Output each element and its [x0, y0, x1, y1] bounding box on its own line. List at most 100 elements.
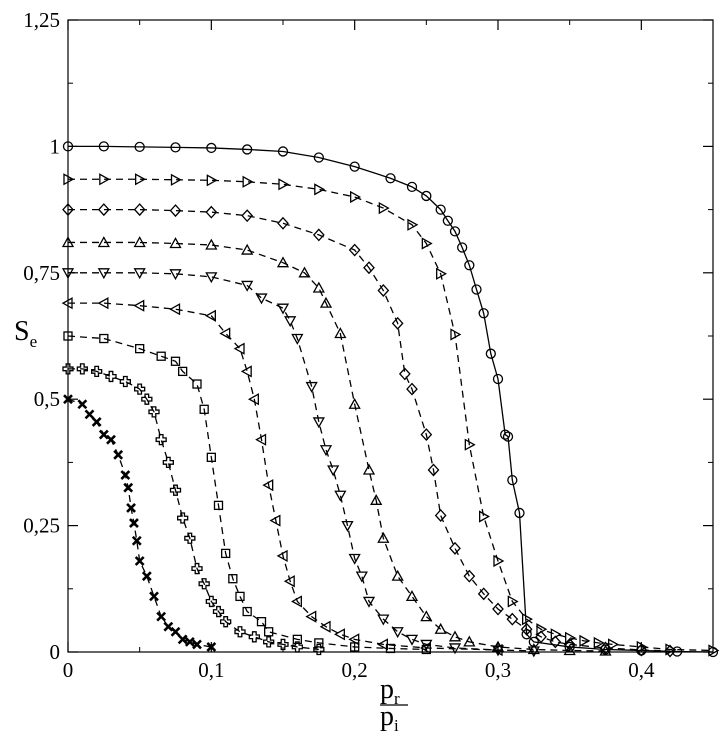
- data-point: [213, 500, 224, 511]
- data-point: [493, 554, 505, 568]
- data-point: [502, 431, 514, 442]
- data-point: [170, 626, 181, 637]
- data-point: [241, 243, 254, 255]
- data-point: [312, 228, 325, 242]
- data-point: [635, 643, 648, 657]
- data-point: [385, 173, 396, 184]
- data-point: [120, 470, 131, 480]
- data-point: [492, 373, 504, 385]
- data-point: [313, 152, 324, 163]
- data-point: [312, 281, 325, 293]
- data-point: [500, 429, 511, 440]
- data-point: [262, 479, 274, 492]
- data-point: [221, 548, 231, 559]
- data-point: [135, 173, 147, 186]
- y-tick-label: 1,25: [23, 8, 60, 32]
- series-1: [62, 141, 719, 658]
- y-tick-label: 0: [50, 640, 61, 664]
- data-point: [405, 590, 419, 602]
- data-point: [99, 173, 111, 186]
- data-point: [377, 531, 390, 543]
- data-point-stroke: [149, 591, 159, 602]
- series-line: [67, 398, 212, 648]
- data-point: [535, 630, 547, 644]
- data-point: [205, 272, 218, 284]
- data-point: [292, 634, 302, 645]
- data-point: [421, 237, 433, 250]
- data-point: [206, 642, 217, 652]
- x-axis-label-denominator: pi: [380, 701, 399, 733]
- data-point: [464, 438, 476, 451]
- data-point: [407, 218, 419, 231]
- series-line: [68, 272, 534, 652]
- data-point: [348, 633, 360, 646]
- data-point: [177, 512, 189, 524]
- data-point: [170, 142, 181, 153]
- y-axis-label-main: S: [14, 316, 30, 347]
- data-point: [113, 449, 124, 460]
- data-point: [464, 260, 475, 271]
- data-point-stroke: [84, 409, 95, 420]
- data-point: [450, 328, 462, 341]
- data-point: [341, 520, 354, 532]
- data-point-stroke: [98, 429, 109, 440]
- x-axis-label-numerator: pr: [380, 674, 400, 708]
- data-point: [91, 365, 103, 378]
- data-point: [434, 509, 447, 522]
- data-point-stroke: [141, 571, 152, 582]
- data-point: [348, 243, 361, 257]
- data-point: [126, 502, 136, 513]
- data-point: [105, 370, 117, 383]
- data-point: [233, 342, 245, 355]
- data-point: [506, 612, 519, 626]
- data-point: [148, 406, 160, 418]
- data-point: [420, 428, 433, 442]
- data-point: [205, 205, 218, 219]
- data-point: [276, 303, 290, 315]
- data-point-stroke: [77, 399, 88, 410]
- data-point-stroke: [170, 626, 181, 637]
- data-point: [98, 141, 109, 152]
- data-point: [242, 175, 254, 188]
- data-point: [549, 635, 562, 649]
- data-point: [184, 532, 196, 544]
- data-point: [119, 375, 131, 388]
- data-point: [593, 636, 605, 650]
- series-line: [68, 178, 714, 652]
- data-point: [205, 238, 218, 250]
- plot-frame: [67, 19, 714, 653]
- data-point: [563, 637, 576, 651]
- data-point: [427, 463, 440, 477]
- data-point-stroke: [129, 518, 139, 528]
- data-point: [97, 297, 109, 310]
- data-point: [133, 299, 145, 312]
- data-point: [170, 356, 181, 366]
- data-point: [449, 541, 461, 555]
- data-point-stroke: [134, 556, 145, 566]
- series-6: [61, 297, 503, 657]
- data-point: [405, 634, 419, 646]
- data-point: [156, 351, 166, 361]
- data-point-stroke: [156, 611, 167, 622]
- data-point: [463, 569, 476, 583]
- series-line: [68, 241, 606, 652]
- x-tick-label: 0: [63, 658, 74, 682]
- data-point: [77, 399, 88, 410]
- data-point: [477, 587, 490, 601]
- data-point: [241, 209, 254, 223]
- data-point: [206, 174, 218, 187]
- data-point: [435, 204, 446, 215]
- y-tick-label: 0,25: [23, 514, 60, 538]
- data-point: [247, 393, 259, 406]
- data-point: [199, 404, 209, 414]
- data-point: [457, 242, 468, 253]
- data-point: [149, 591, 159, 602]
- data-point-stroke: [177, 634, 188, 645]
- data-point: [76, 363, 88, 375]
- data-point: [314, 638, 324, 648]
- data-point: [134, 556, 145, 566]
- data-point: [169, 237, 182, 249]
- data-point: [106, 434, 116, 445]
- data-point: [264, 627, 274, 637]
- x-tick-label: 0,1: [198, 658, 224, 682]
